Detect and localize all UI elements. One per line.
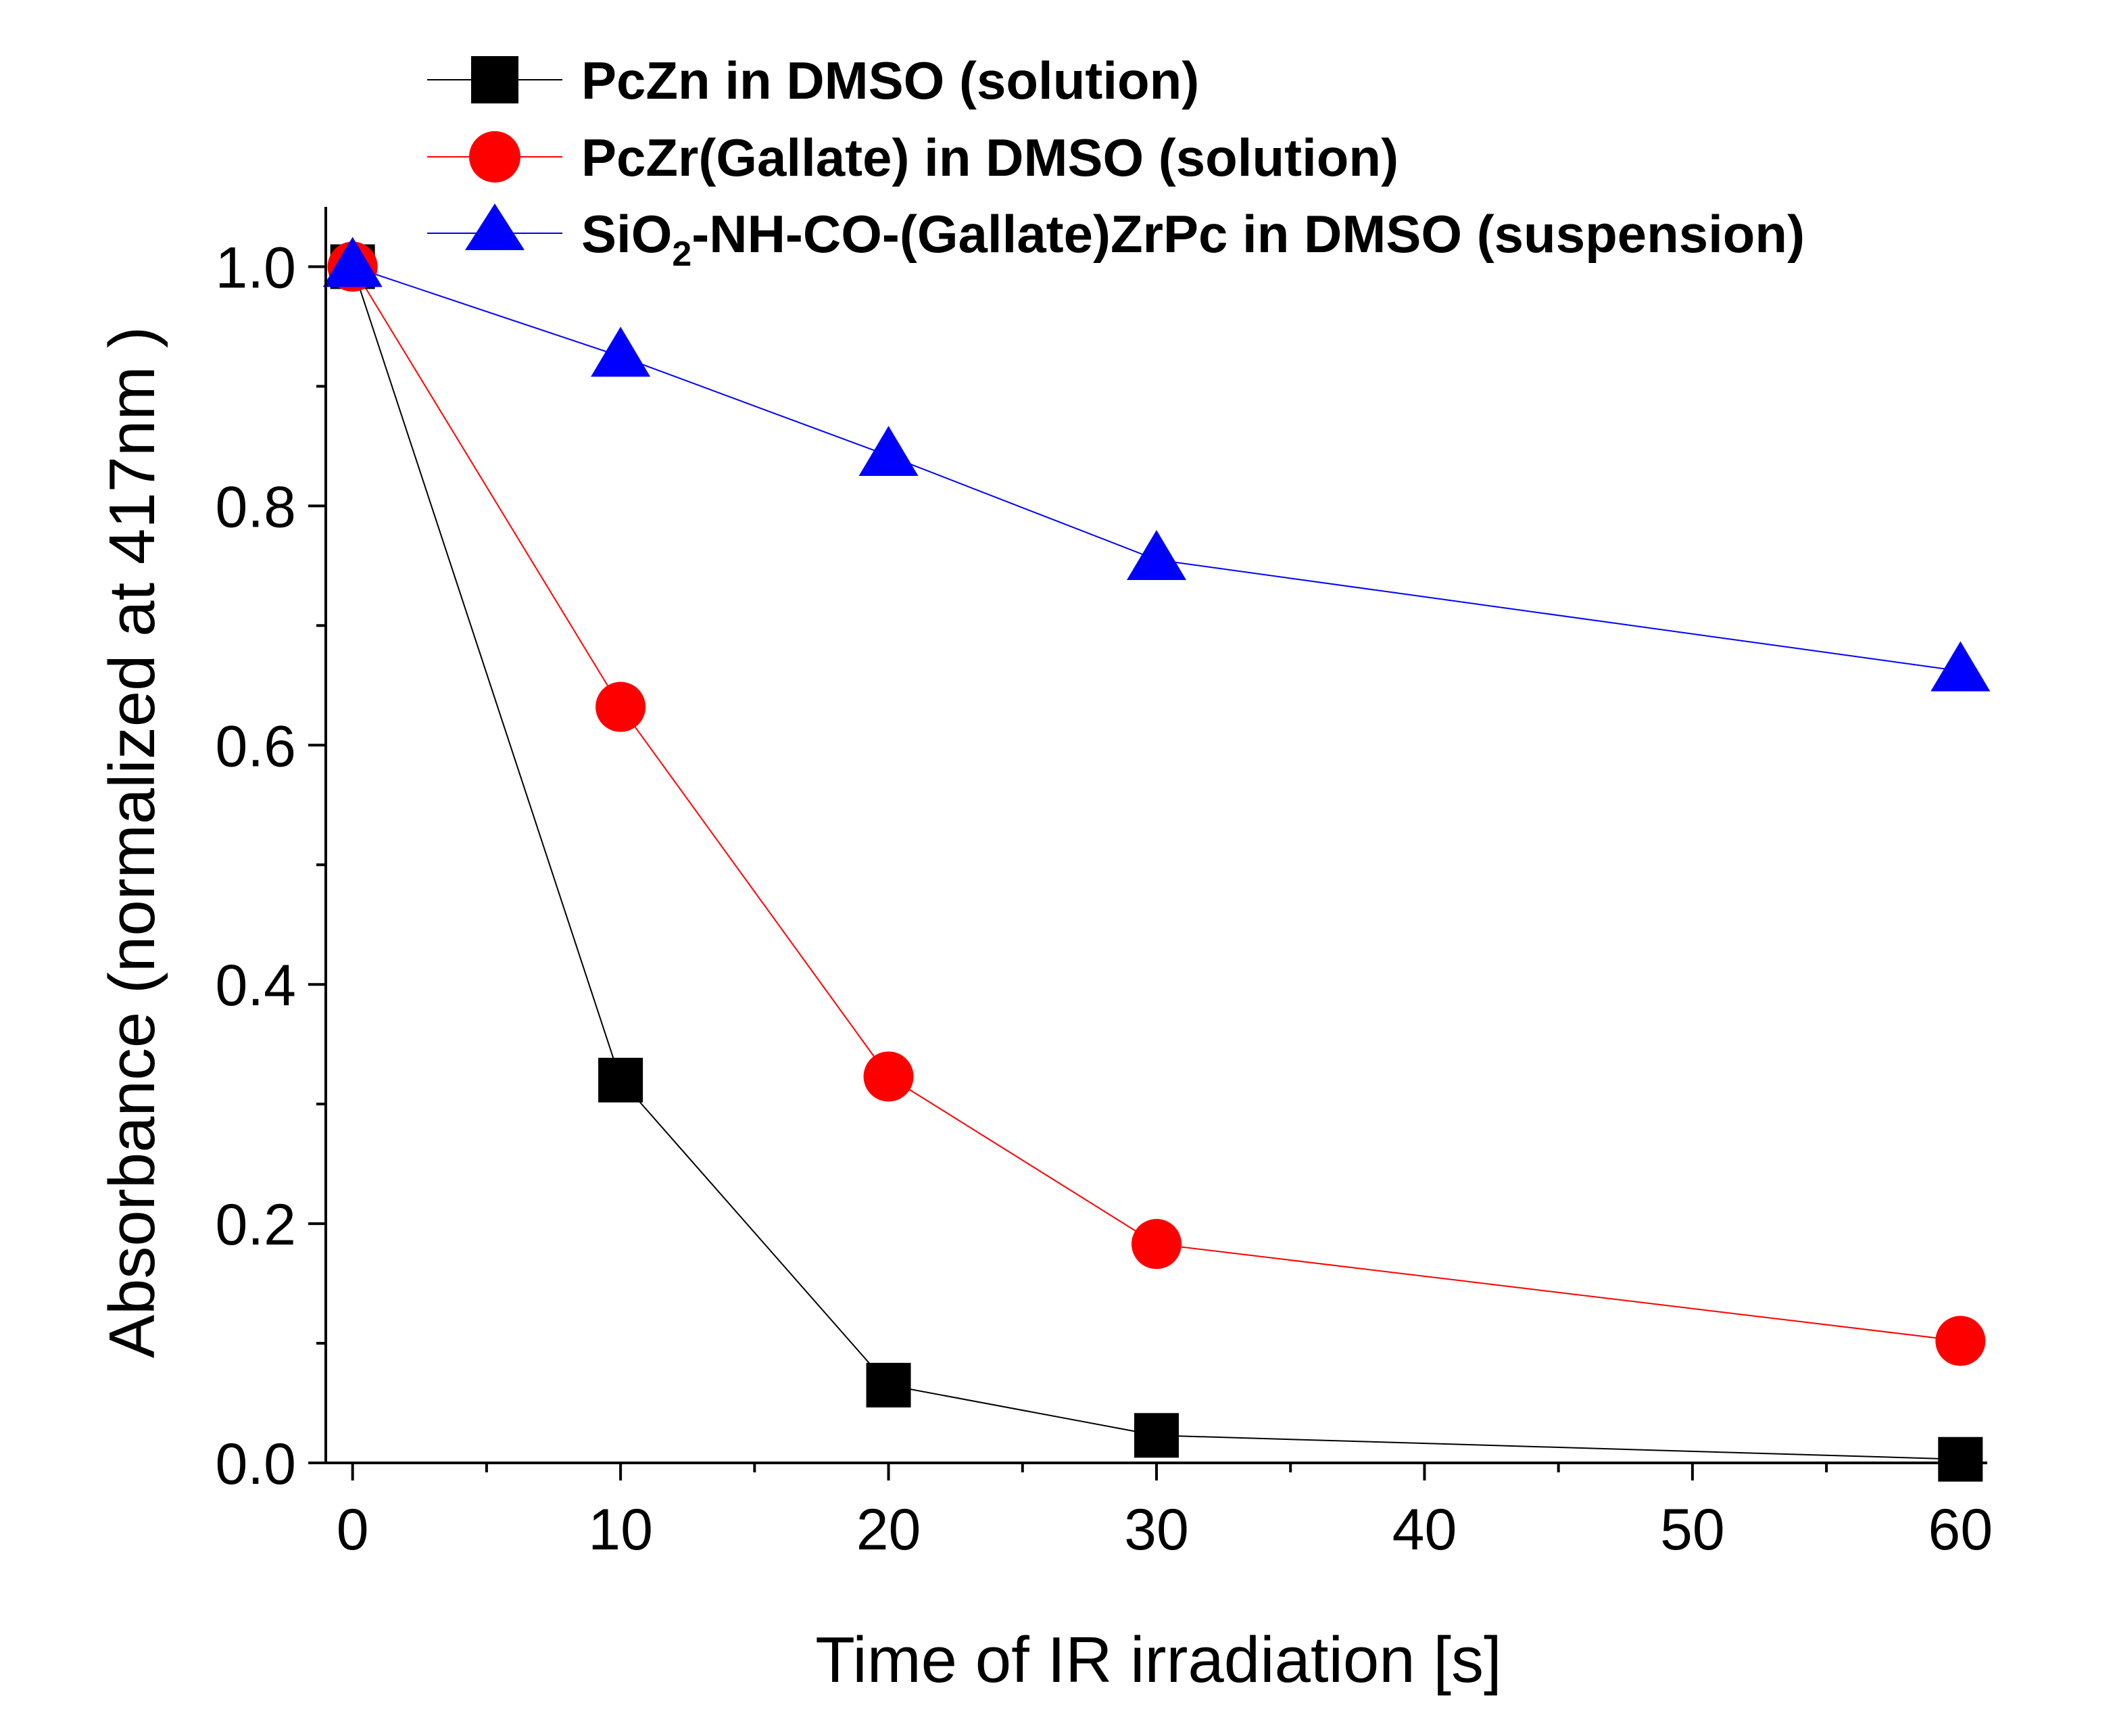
data-point-triangle xyxy=(322,237,383,287)
data-point-circle xyxy=(863,1051,914,1102)
data-point-triangle xyxy=(858,426,919,477)
data-point-triangle xyxy=(591,327,651,377)
data-point-square xyxy=(866,1362,911,1407)
y-tick-label: 1.0 xyxy=(215,235,296,300)
legend-triangle-marker xyxy=(465,203,525,250)
series-layer xyxy=(322,237,1991,1482)
y-tick-label: 0.6 xyxy=(215,714,296,779)
data-point-triangle xyxy=(1930,641,1991,692)
y-tick-label: 0.4 xyxy=(215,953,296,1018)
legend-circle-marker xyxy=(469,131,520,183)
y-tick-label: 0.0 xyxy=(215,1432,296,1497)
y-tick-label: 0.8 xyxy=(215,475,296,539)
legend-label-sio2-pre: SiO xyxy=(581,204,672,264)
legend-label-pczn: PcZn in DMSO (solution) xyxy=(581,51,1199,110)
y-tick-label: 0.2 xyxy=(215,1192,296,1257)
data-point-circle xyxy=(1935,1316,1986,1366)
data-point-square xyxy=(1134,1413,1179,1458)
legend-square-marker xyxy=(471,56,518,103)
legend: PcZn in DMSO (solution) PcZr(Gallate) in… xyxy=(427,51,1805,274)
legend-label-sio2-sub: 2 xyxy=(672,235,691,274)
legend-label-sio2: SiO2-NH-CO-(Gallate)ZrPc in DMSO (suspen… xyxy=(581,204,1805,274)
x-tick-label: 60 xyxy=(1928,1497,1993,1562)
legend-label-sio2-post: -NH-CO-(Gallate)ZrPc in DMSO (suspension… xyxy=(691,204,1805,264)
x-tick-label: 50 xyxy=(1660,1497,1725,1562)
x-tick-label: 20 xyxy=(856,1497,921,1562)
axes-layer: 0 10 20 30 40 50 60 0.0 0.2 0.4 0.6 0.8 1.0 xyxy=(215,207,1993,1562)
data-point-circle xyxy=(1132,1219,1182,1270)
x-tick-label: 40 xyxy=(1392,1497,1457,1562)
x-tick-label: 10 xyxy=(588,1497,653,1562)
legend-label-pczr: PcZr(Gallate) in DMSO (solution) xyxy=(581,128,1398,187)
x-tick-label: 0 xyxy=(337,1497,369,1562)
y-axis-title: Absorbance (normalized at 417nm ) xyxy=(96,327,168,1358)
x-tick-label: 30 xyxy=(1124,1497,1189,1562)
data-point-square xyxy=(598,1057,643,1103)
data-point-circle xyxy=(595,681,646,732)
x-axis-title: Time of IR irradiation [s] xyxy=(815,1624,1501,1696)
data-point-triangle xyxy=(1127,530,1186,581)
